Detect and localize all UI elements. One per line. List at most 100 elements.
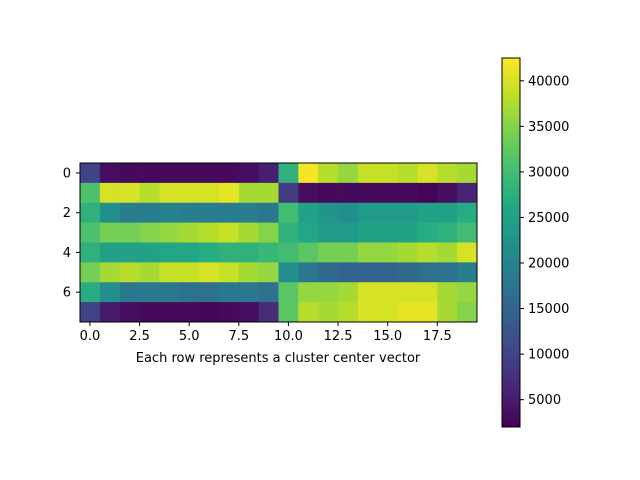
colorbar-band bbox=[502, 248, 520, 253]
colorbar-band bbox=[502, 304, 520, 308]
heatmap-cell bbox=[278, 182, 299, 204]
heatmap-cell bbox=[218, 163, 240, 184]
colorbar-band bbox=[502, 307, 520, 311]
colorbar-band bbox=[502, 260, 520, 265]
colorbar-band bbox=[502, 365, 520, 370]
colorbar-band bbox=[502, 254, 520, 259]
colorbar-band bbox=[502, 402, 520, 406]
x-tick-label: 2.5 bbox=[129, 329, 150, 344]
heatmap-cell bbox=[318, 242, 339, 263]
colorbar-band bbox=[502, 181, 520, 185]
colorbar-band bbox=[502, 331, 520, 336]
heatmap-cell bbox=[298, 202, 319, 224]
heatmap-cell bbox=[417, 163, 438, 184]
colorbar-band bbox=[502, 144, 520, 148]
heatmap-cell bbox=[258, 182, 279, 204]
colorbar-band bbox=[502, 131, 520, 136]
colorbar-band bbox=[502, 205, 520, 210]
colorbar-band bbox=[502, 322, 520, 327]
heatmap-cell bbox=[318, 302, 339, 323]
colorbar-band bbox=[502, 380, 520, 385]
colorbar-band bbox=[502, 171, 520, 176]
heatmap-cell bbox=[377, 202, 398, 224]
heatmap-cell bbox=[99, 163, 121, 184]
heatmap-cell bbox=[139, 202, 160, 224]
x-tick-label: 5.0 bbox=[179, 329, 200, 344]
colorbar-band bbox=[502, 220, 520, 225]
colorbar-band bbox=[502, 300, 520, 305]
colorbar-band bbox=[502, 396, 520, 400]
heatmap-cell bbox=[417, 222, 438, 243]
heatmap-cell bbox=[99, 182, 121, 204]
heatmap-axes: 0.0 2.5 5.0 7.5 10.0 12.5 15.0 17.5 0 2 4 6 bbox=[63, 162, 478, 344]
colorbar-band bbox=[502, 116, 520, 120]
heatmap-cell bbox=[357, 222, 379, 243]
colorbar-band bbox=[502, 61, 520, 65]
heatmap-cell bbox=[218, 282, 240, 303]
heatmap-cell bbox=[397, 182, 418, 204]
heatmap-cell bbox=[159, 302, 180, 323]
colorbar-band bbox=[502, 184, 520, 188]
colorbar-band bbox=[502, 325, 520, 330]
colorbar-band bbox=[502, 196, 520, 200]
heatmap-cell bbox=[357, 262, 379, 283]
heatmap-cell bbox=[119, 302, 140, 323]
heatmap-cell bbox=[238, 262, 260, 283]
colorbar-band bbox=[502, 94, 520, 99]
heatmap-cell bbox=[80, 182, 101, 204]
colorbar-band bbox=[502, 150, 520, 154]
heatmap-cell bbox=[338, 262, 359, 283]
heatmap-cell bbox=[457, 302, 478, 323]
heatmap-cell bbox=[417, 262, 438, 283]
colorbar-band bbox=[502, 190, 520, 194]
heatmap-cell bbox=[99, 262, 121, 283]
colorbar-band bbox=[502, 110, 520, 114]
x-tick-label: 10.0 bbox=[274, 329, 303, 344]
colorbar-tick-label: 10000 bbox=[528, 348, 569, 363]
colorbar-band bbox=[502, 408, 520, 413]
colorbar-band bbox=[502, 313, 520, 317]
heatmap-cell bbox=[457, 282, 478, 303]
heatmap-cell bbox=[397, 262, 418, 283]
colorbar-band bbox=[502, 208, 520, 213]
heatmap-cell bbox=[99, 222, 121, 243]
colorbar-band bbox=[502, 310, 520, 314]
colorbar-band bbox=[502, 153, 520, 157]
colorbar-band bbox=[502, 70, 520, 74]
heatmap-cell bbox=[179, 202, 200, 224]
heatmap-cell bbox=[338, 163, 359, 184]
heatmap-cell bbox=[457, 242, 478, 263]
heatmap-cell bbox=[119, 222, 140, 243]
colorbar-band bbox=[502, 67, 520, 71]
heatmap-cell bbox=[357, 302, 379, 323]
heatmap-cell bbox=[179, 302, 200, 323]
colorbar-band bbox=[502, 273, 520, 277]
colorbar-band bbox=[502, 393, 520, 397]
colorbar-band bbox=[502, 399, 520, 403]
colorbar-band bbox=[502, 137, 520, 142]
colorbar-band bbox=[502, 279, 520, 283]
heatmap-cell bbox=[298, 163, 319, 184]
colorbar-band bbox=[502, 282, 520, 287]
colorbar-band bbox=[502, 73, 520, 77]
colorbar-band bbox=[502, 257, 520, 262]
colorbar-tick-label: 15000 bbox=[528, 302, 569, 317]
heatmap-cell bbox=[377, 242, 398, 263]
colorbar-band bbox=[502, 343, 520, 348]
colorbar-band bbox=[502, 377, 520, 382]
y-tick-label: 2 bbox=[63, 206, 71, 221]
heatmap-cell bbox=[417, 202, 438, 224]
colorbar-band bbox=[502, 101, 520, 105]
heatmap-cell bbox=[338, 242, 359, 263]
colorbar-band bbox=[502, 113, 520, 117]
heatmap-cell bbox=[80, 202, 101, 224]
heatmap-cell bbox=[179, 182, 200, 204]
heatmap-cell bbox=[258, 302, 279, 323]
heatmap-cell bbox=[99, 302, 121, 323]
heatmap-cell bbox=[119, 282, 140, 303]
colorbar-frame bbox=[501, 57, 521, 428]
colorbar-band bbox=[502, 97, 520, 102]
x-tick-label: 0.0 bbox=[80, 329, 101, 344]
heatmap-cell bbox=[199, 182, 220, 204]
heatmap-cell bbox=[80, 222, 101, 243]
